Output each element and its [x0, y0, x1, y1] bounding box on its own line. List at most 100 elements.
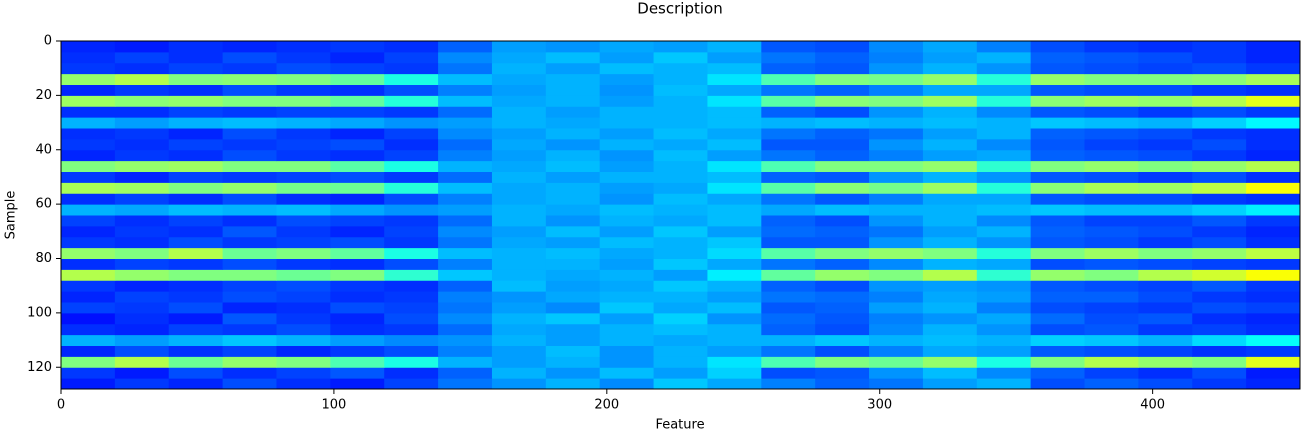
heatmap-cell — [976, 193, 1032, 205]
heatmap-cell — [922, 302, 978, 314]
heatmap-cell — [61, 204, 116, 216]
heatmap-cell — [1084, 215, 1139, 227]
heatmap-cell — [1084, 106, 1139, 118]
heatmap-cell — [1084, 225, 1139, 238]
heatmap-cell — [976, 138, 1032, 151]
heatmap-cell — [1138, 356, 1193, 368]
heatmap-cell — [599, 356, 655, 368]
heatmap-cell — [1246, 117, 1301, 129]
heatmap-cell — [384, 204, 439, 216]
heatmap-cell — [976, 323, 1032, 336]
heatmap-cell — [761, 95, 816, 107]
heatmap-cell — [1246, 345, 1301, 357]
heatmap-cell — [114, 95, 170, 107]
heatmap-cell — [114, 51, 170, 64]
heatmap-cell — [1138, 106, 1193, 118]
heatmap-cell — [1192, 51, 1247, 64]
heatmap-cell — [61, 51, 116, 64]
heatmap-cell — [61, 117, 116, 129]
heatmap-cell — [222, 280, 277, 292]
heatmap-cell — [1084, 171, 1139, 183]
heatmap-cell — [222, 117, 277, 129]
heatmap-cell — [599, 128, 655, 140]
heatmap-cell — [976, 149, 1032, 162]
heatmap-cell — [707, 312, 762, 325]
heatmap-cell — [922, 117, 978, 129]
heatmap-cell — [61, 302, 116, 314]
heatmap-cell — [869, 367, 924, 379]
heatmap-cell — [438, 128, 493, 140]
heatmap-cell — [330, 193, 385, 205]
heatmap-cell — [168, 138, 224, 151]
heatmap-cell — [1246, 171, 1301, 183]
heatmap-cell — [1138, 51, 1193, 64]
heatmap-cell — [1192, 171, 1247, 183]
heatmap-cell — [1138, 247, 1193, 259]
heatmap-cell — [114, 215, 170, 227]
heatmap-cell — [545, 41, 601, 53]
heatmap-cell — [545, 182, 601, 194]
heatmap-cell — [1030, 149, 1086, 162]
heatmap-cell — [976, 84, 1032, 96]
heatmap-cell — [761, 171, 816, 183]
heatmap-cell — [330, 95, 385, 107]
heatmap-cell — [761, 84, 816, 96]
heatmap-cell — [976, 291, 1032, 303]
heatmap-cell — [869, 269, 924, 281]
heatmap-cell — [599, 138, 655, 151]
heatmap-cell — [1084, 62, 1139, 75]
heatmap-cell — [330, 280, 385, 292]
heatmap-cell — [976, 367, 1032, 379]
heatmap-cell — [599, 182, 655, 194]
heatmap-cell — [815, 334, 870, 346]
heatmap-cell — [815, 128, 870, 140]
heatmap-cell — [384, 41, 439, 53]
heatmap-cell — [599, 225, 655, 238]
heatmap-cell — [61, 149, 116, 162]
heatmap-cell — [276, 291, 331, 303]
heatmap-cell — [545, 73, 601, 85]
heatmap-cell — [114, 280, 170, 292]
heatmap-cell — [168, 334, 224, 346]
heatmap-cell — [168, 106, 224, 118]
heatmap-cell — [1084, 73, 1139, 85]
heatmap-cell — [276, 334, 331, 346]
heatmap-cell — [168, 291, 224, 303]
heatmap-cell — [114, 258, 170, 270]
heatmap-cell — [1138, 367, 1193, 379]
heatmap-cell — [545, 302, 601, 314]
heatmap-cell — [815, 160, 870, 172]
heatmap-cell — [438, 247, 493, 259]
heatmap-cell — [222, 160, 277, 172]
heatmap-cell — [114, 193, 170, 205]
heatmap-cell — [1030, 160, 1086, 172]
heatmap-cell — [707, 149, 762, 162]
heatmap-cell — [1030, 236, 1086, 249]
heatmap-cell — [1030, 41, 1086, 53]
heatmap-cell — [599, 84, 655, 96]
heatmap-cell — [922, 204, 978, 216]
heatmap-cell — [491, 171, 547, 183]
heatmap-cell — [114, 171, 170, 183]
heatmap-cell — [815, 182, 870, 194]
heatmap-cell — [276, 247, 331, 259]
heatmap-cell — [276, 215, 331, 227]
heatmap-cell — [61, 138, 116, 151]
y-tick-label: 20 — [35, 88, 52, 103]
heatmap-cell — [653, 128, 708, 140]
x-tick-label: 0 — [57, 398, 65, 413]
heatmap-cell — [1192, 106, 1247, 118]
heatmap-cell — [222, 258, 277, 270]
heatmap-cell — [761, 149, 816, 162]
heatmap-cell — [1192, 128, 1247, 140]
heatmap-cell — [707, 106, 762, 118]
heatmap-cell — [1192, 367, 1247, 379]
heatmap-cell — [1192, 160, 1247, 172]
heatmap-cell — [1084, 193, 1139, 205]
y-axis-label: Sample — [4, 191, 19, 240]
heatmap-cell — [1030, 73, 1086, 85]
heatmap-cell — [599, 236, 655, 249]
heatmap-cell — [815, 193, 870, 205]
heatmap-cell — [976, 345, 1032, 357]
heatmap-cell — [815, 171, 870, 183]
